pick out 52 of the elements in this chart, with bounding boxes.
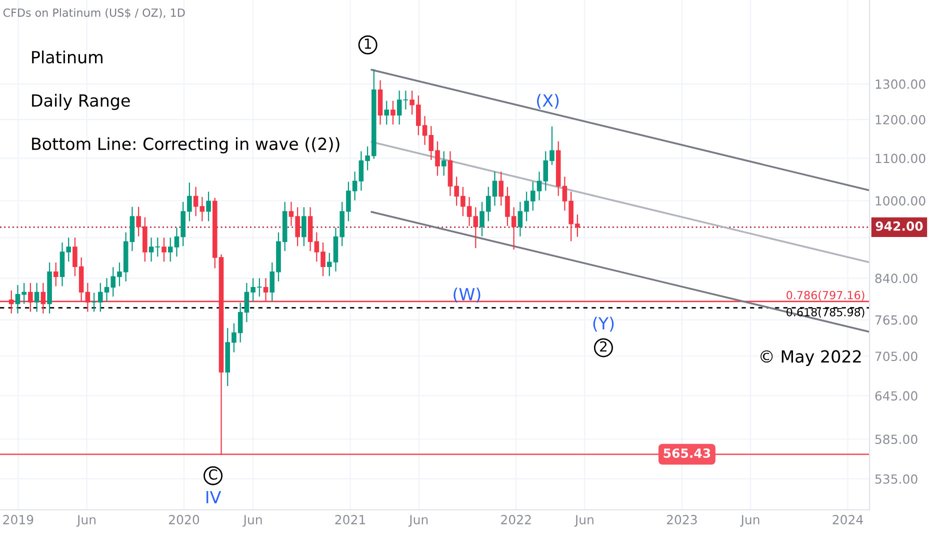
y-tick-label: 1100.00 bbox=[876, 154, 926, 164]
y-tick-label: 1200.00 bbox=[876, 115, 926, 124]
x-tick-label: Jun bbox=[242, 515, 262, 527]
y-tick-label: 1300.00 bbox=[876, 79, 926, 89]
candlestick bbox=[390, 100, 396, 125]
annotation: © May 2022 bbox=[760, 350, 861, 366]
annotation: Platinum bbox=[32, 50, 102, 64]
candlestick bbox=[473, 207, 478, 248]
candlestick bbox=[384, 100, 390, 125]
x-tick-label: 2020 bbox=[169, 514, 200, 524]
ref-line-label: 565.43 bbox=[664, 448, 710, 458]
x-tick-label: Jun bbox=[740, 515, 760, 527]
candlestick bbox=[206, 192, 211, 222]
annotation: Bottom Line: Correcting in wave ((2)) bbox=[32, 137, 340, 154]
y-tick-label: 840.00 bbox=[875, 274, 918, 284]
x-tick-label: 2021 bbox=[335, 514, 366, 524]
x-tick-label: Jun bbox=[76, 515, 96, 527]
candlestick bbox=[155, 238, 160, 257]
annotation: (W) bbox=[454, 288, 480, 303]
y-tick-label: 1000.00 bbox=[876, 196, 926, 206]
x-tick-label: Jun bbox=[574, 515, 594, 527]
y-tick-label: 645.00 bbox=[875, 391, 918, 401]
annotation: C bbox=[208, 469, 218, 480]
annotation: IV bbox=[206, 491, 222, 504]
candlestick bbox=[148, 238, 154, 262]
x-tick-label: Jun bbox=[408, 515, 428, 527]
ref-line-label: 0.618(785.98) bbox=[786, 308, 864, 318]
candlestick bbox=[162, 238, 166, 262]
x-tick-label: 2023 bbox=[666, 514, 697, 524]
x-tick-label: 2019 bbox=[3, 514, 34, 524]
candlestick bbox=[193, 186, 198, 216]
y-tick-label: 705.00 bbox=[875, 352, 918, 362]
candlestick bbox=[441, 151, 446, 176]
annotation: Daily Range bbox=[32, 94, 130, 110]
candlestick bbox=[302, 207, 306, 246]
y-tick-label: 765.00 bbox=[875, 315, 918, 325]
annotation: (X) bbox=[537, 94, 559, 109]
x-tick-label: 2022 bbox=[501, 514, 531, 524]
y-tick-label: 535.00 bbox=[875, 474, 918, 484]
candlestick bbox=[396, 90, 402, 125]
ref-line-label: 0.786(797.16) bbox=[786, 290, 864, 301]
annotation: (Y) bbox=[593, 316, 614, 332]
annotation: 1 bbox=[364, 38, 371, 49]
ref-line-label: 942.00 bbox=[876, 221, 923, 231]
candlestick bbox=[34, 282, 40, 312]
annotation: 2 bbox=[600, 341, 606, 352]
text: CFDs on Platinum (US$ / OZ), 1D bbox=[3, 8, 185, 18]
y-tick-label: 585.00 bbox=[875, 434, 918, 444]
x-tick-label: 2024 bbox=[832, 514, 863, 524]
candlestick bbox=[200, 196, 205, 222]
candlestick bbox=[53, 262, 58, 286]
candlestick bbox=[403, 90, 408, 110]
